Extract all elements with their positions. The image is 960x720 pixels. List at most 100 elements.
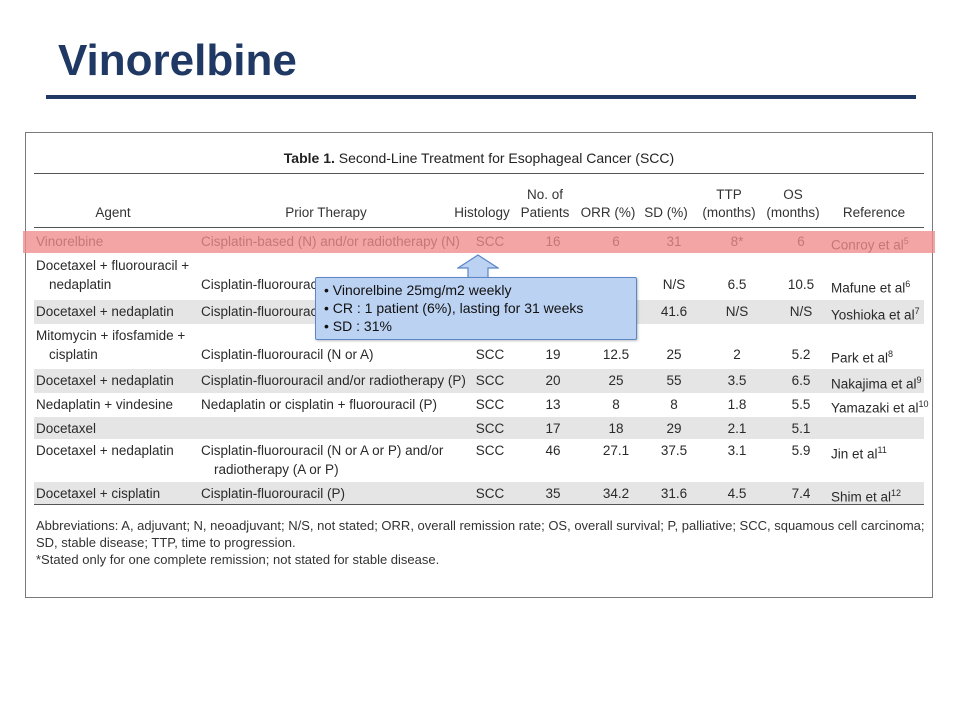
os-cell: 10.5 <box>787 277 815 292</box>
reference-author: Park et al <box>831 350 889 366</box>
reference-cell: Mafune et al6 <box>831 276 910 297</box>
os-cell: 6.5 <box>791 373 811 388</box>
prior-therapy-cell: Cisplatin-fluorouracil (P) <box>201 486 346 501</box>
reference-number: 6 <box>905 279 911 289</box>
table-caption: Table 1. Second-Line Treatment for Esoph… <box>26 150 932 166</box>
reference-author: Shim et al <box>831 489 892 505</box>
os-cell: 5.5 <box>791 397 811 412</box>
reference-cell: Yamazaki et al10 <box>831 396 929 417</box>
sd-cell: 25 <box>666 347 682 362</box>
reference-number: 12 <box>891 488 902 498</box>
ttp-cell: 2 <box>733 347 741 362</box>
reference-number: 11 <box>877 445 887 455</box>
reference-cell: Shim et al12 <box>831 485 901 506</box>
reference-number: 10 <box>918 399 929 409</box>
patients-cell: 20 <box>545 373 561 388</box>
orr-cell: 8 <box>612 397 620 412</box>
prior-therapy-cell: Cisplatin-fluorouracil <box>201 277 324 292</box>
table-caption-label: Table 1. <box>283 150 335 166</box>
sd-cell: 55 <box>666 373 682 388</box>
table-caption-text: Second-Line Treatment for Esophageal Can… <box>338 150 675 166</box>
table-row: Docetaxel SCC 17 18 29 2.1 5.1 <box>34 417 924 439</box>
table-row: Docetaxel + nedaplatin Cisplatin-fluorour… <box>34 369 924 393</box>
table-header-rule <box>34 227 924 228</box>
patients-cell: 35 <box>545 486 561 501</box>
sd-cell: 37.5 <box>660 443 688 458</box>
prior-therapy-cell: Cisplatin-fluorouracil (N or A) <box>201 347 374 362</box>
reference-number: 8 <box>888 349 894 359</box>
reference-cell: Yoshioka et al7 <box>831 303 920 324</box>
ttp-cell: 3.1 <box>727 443 747 458</box>
patients-cell: 13 <box>545 397 561 412</box>
header-patients-line2: Patients <box>520 205 570 220</box>
histology-cell: SCC <box>475 347 505 362</box>
orr-cell: 34.2 <box>602 486 630 501</box>
header-prior-therapy: Prior Therapy <box>285 205 367 220</box>
agent-cell: Nedaplatin + vindesine <box>36 397 173 412</box>
callout-line-sd: • SD : 31% <box>324 318 392 334</box>
header-os-line1: OS <box>783 187 803 202</box>
footnote-abbreviations: Abbreviations: A, adjuvant; N, neoadjuva… <box>36 518 925 550</box>
vinorelbine-callout-box: • Vinorelbine 25mg/m2 weekly • CR : 1 pa… <box>315 277 637 340</box>
callout-line-dose: • Vinorelbine 25mg/m2 weekly <box>324 282 512 298</box>
agent-cell: Docetaxel + nedaplatin <box>36 443 174 458</box>
reference-cell: Park et al8 <box>831 346 893 367</box>
sd-cell: N/S <box>662 277 686 292</box>
patients-cell: 17 <box>545 421 561 436</box>
prior-therapy-cell: radiotherapy (A or P) <box>214 462 339 477</box>
agent-cell: Docetaxel <box>36 421 97 436</box>
sd-cell: 41.6 <box>660 304 688 319</box>
table-row: Mitomycin + ifosfamide + cisplatin Cisplat… <box>34 324 924 369</box>
sd-cell: 8 <box>670 397 678 412</box>
reference-cell: Jin et al11 <box>831 442 887 463</box>
prior-therapy-cell: Cisplatin-fluorouracil (N or A or P) and… <box>201 443 444 458</box>
header-reference: Reference <box>842 205 906 220</box>
table-row: Docetaxel + cisplatin Cisplatin-fluoroura… <box>34 482 924 506</box>
os-cell: N/S <box>789 304 813 319</box>
histology-cell: SCC <box>475 373 505 388</box>
agent-cell: Docetaxel + cisplatin <box>36 486 161 501</box>
header-agent: Agent <box>95 205 131 220</box>
ttp-cell: 1.8 <box>727 397 747 412</box>
prior-therapy-cell: Cisplatin-fluorouracil and/or radiothera… <box>201 373 466 388</box>
ttp-cell: 3.5 <box>727 373 747 388</box>
prior-therapy-cell: Nedaplatin or cisplatin + fluorouracil (… <box>201 397 437 412</box>
orr-cell: 12.5 <box>602 347 630 362</box>
header-orr: ORR (%) <box>580 205 636 220</box>
ttp-cell: 4.5 <box>727 486 747 501</box>
sd-cell: 31.6 <box>660 486 688 501</box>
vinorelbine-row-highlight <box>23 231 935 253</box>
agent-cell: Mitomycin + ifosfamide + <box>36 328 186 343</box>
table-top-rule <box>34 173 924 174</box>
slide-title: Vinorelbine <box>58 36 297 85</box>
reference-author: Mafune et al <box>831 280 906 296</box>
header-ttp-line2: (months) <box>702 205 756 220</box>
os-cell: 5.9 <box>791 443 811 458</box>
os-cell: 5.2 <box>791 347 811 362</box>
header-histology: Histology <box>454 205 510 220</box>
callout-line-cr: • CR : 1 patient (6%), lasting for 31 we… <box>324 300 584 316</box>
orr-cell: 18 <box>608 421 624 436</box>
table-footnotes: Abbreviations: A, adjuvant; N, neoadjuva… <box>36 517 926 568</box>
os-cell: 5.1 <box>791 421 811 436</box>
histology-cell: SCC <box>475 397 505 412</box>
agent-cell: nedaplatin <box>49 277 112 292</box>
patients-cell: 46 <box>545 443 561 458</box>
title-underline <box>46 95 916 99</box>
header-os-line2: (months) <box>766 205 820 220</box>
reference-author: Yoshioka et al <box>831 307 915 323</box>
histology-cell: SCC <box>475 443 505 458</box>
reference-number: 7 <box>914 306 920 316</box>
header-sd: SD (%) <box>644 205 688 220</box>
footnote-asterisk: *Stated only for one complete remission;… <box>36 552 440 567</box>
orr-cell: 27.1 <box>602 443 630 458</box>
ttp-cell: N/S <box>725 304 749 319</box>
reference-author: Nakajima et al <box>831 376 917 392</box>
histology-cell: SCC <box>475 421 505 436</box>
reference-cell: Nakajima et al9 <box>831 372 922 393</box>
ttp-cell: 2.1 <box>727 421 747 436</box>
agent-cell: Docetaxel + nedaplatin <box>36 373 174 388</box>
prior-therapy-cell: Cisplatin-fluorouracil <box>201 304 324 319</box>
os-cell: 7.4 <box>791 486 811 501</box>
ttp-cell: 6.5 <box>727 277 747 292</box>
